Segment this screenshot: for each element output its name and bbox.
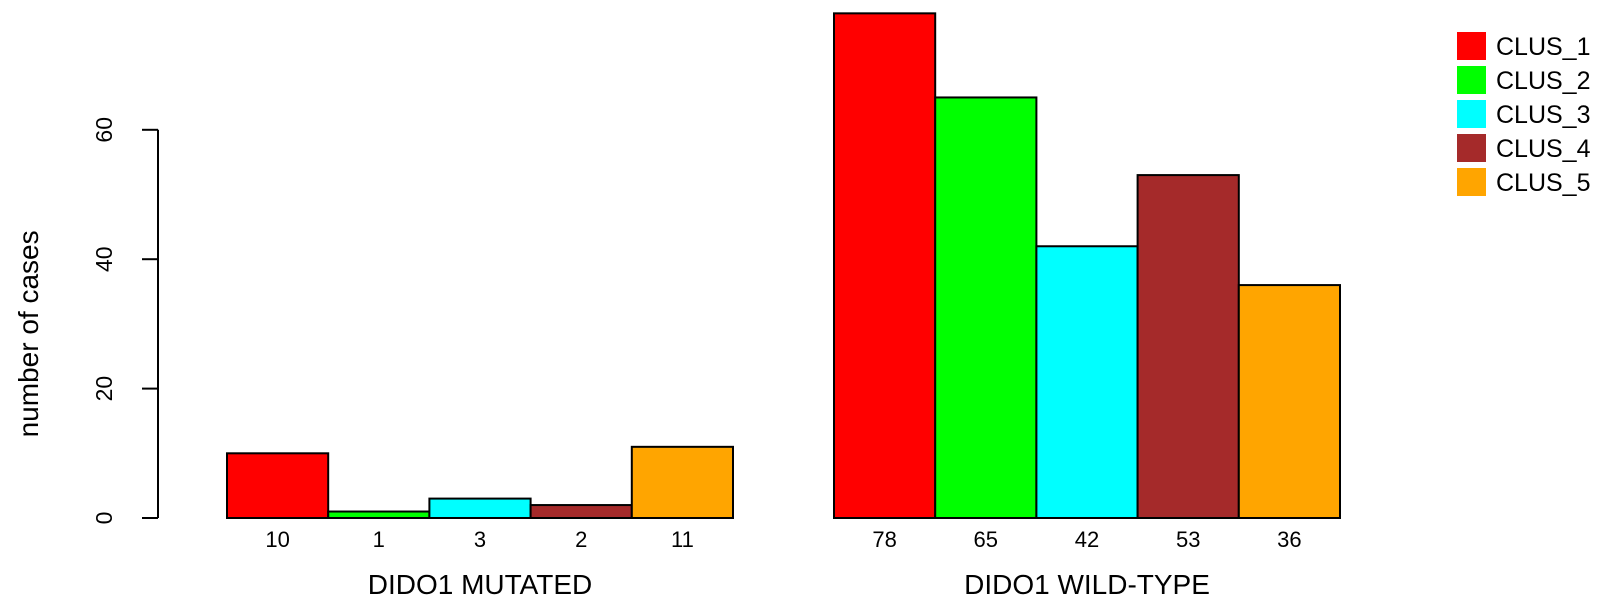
bar (428, 497, 532, 519)
legend-label: CLUS_2 (1496, 67, 1591, 95)
bar-count-label: 53 (1176, 527, 1200, 552)
bar (833, 12, 937, 520)
y-tick-label: 20 (91, 376, 117, 402)
group-labels: DIDO1 MUTATED DIDO1 WILD-TYPE (368, 569, 1210, 600)
legend-label: CLUS_5 (1496, 169, 1591, 197)
legend-swatch (1457, 66, 1486, 94)
bar (327, 510, 431, 519)
bar-count-label: 3 (474, 527, 486, 552)
bar-count-label: 78 (872, 527, 896, 552)
bar-count-label: 36 (1277, 527, 1301, 552)
bar-count-label: 11 (671, 527, 694, 552)
legend-swatch (1457, 32, 1486, 60)
bar-count-label: 2 (575, 527, 587, 552)
bar-count-label: 10 (265, 527, 289, 552)
legend: CLUS_1 CLUS_2 CLUS_3 CLUS_4 CLUS_5 (1457, 32, 1591, 197)
group-label: DIDO1 MUTATED (368, 569, 593, 600)
bar (1035, 245, 1139, 519)
bar-count-label: 1 (373, 527, 385, 552)
bar (1136, 174, 1240, 519)
bar (226, 452, 330, 519)
legend-label: CLUS_1 (1496, 33, 1591, 61)
bars (226, 12, 1342, 520)
legend-swatch (1457, 100, 1486, 128)
bar-count-label: 42 (1075, 527, 1099, 552)
legend-label: CLUS_3 (1496, 101, 1591, 129)
group-label: DIDO1 WILD-TYPE (964, 569, 1210, 600)
legend-swatch (1457, 134, 1486, 162)
bar (529, 504, 633, 519)
y-axis: 0 20 40 60 (91, 117, 159, 525)
y-tick-label: 40 (91, 246, 117, 272)
bar-count-label: 65 (974, 527, 998, 552)
bar (630, 445, 734, 519)
bar (1237, 284, 1342, 519)
y-tick-label: 60 (91, 117, 117, 143)
y-axis-title: number of cases (13, 230, 44, 437)
bar (934, 96, 1038, 519)
count-labels: 10 1 3 2 11 78 65 42 53 36 (265, 527, 1301, 552)
y-tick-label: 0 (91, 512, 117, 525)
legend-label: CLUS_4 (1496, 135, 1591, 163)
legend-swatch (1457, 168, 1486, 196)
